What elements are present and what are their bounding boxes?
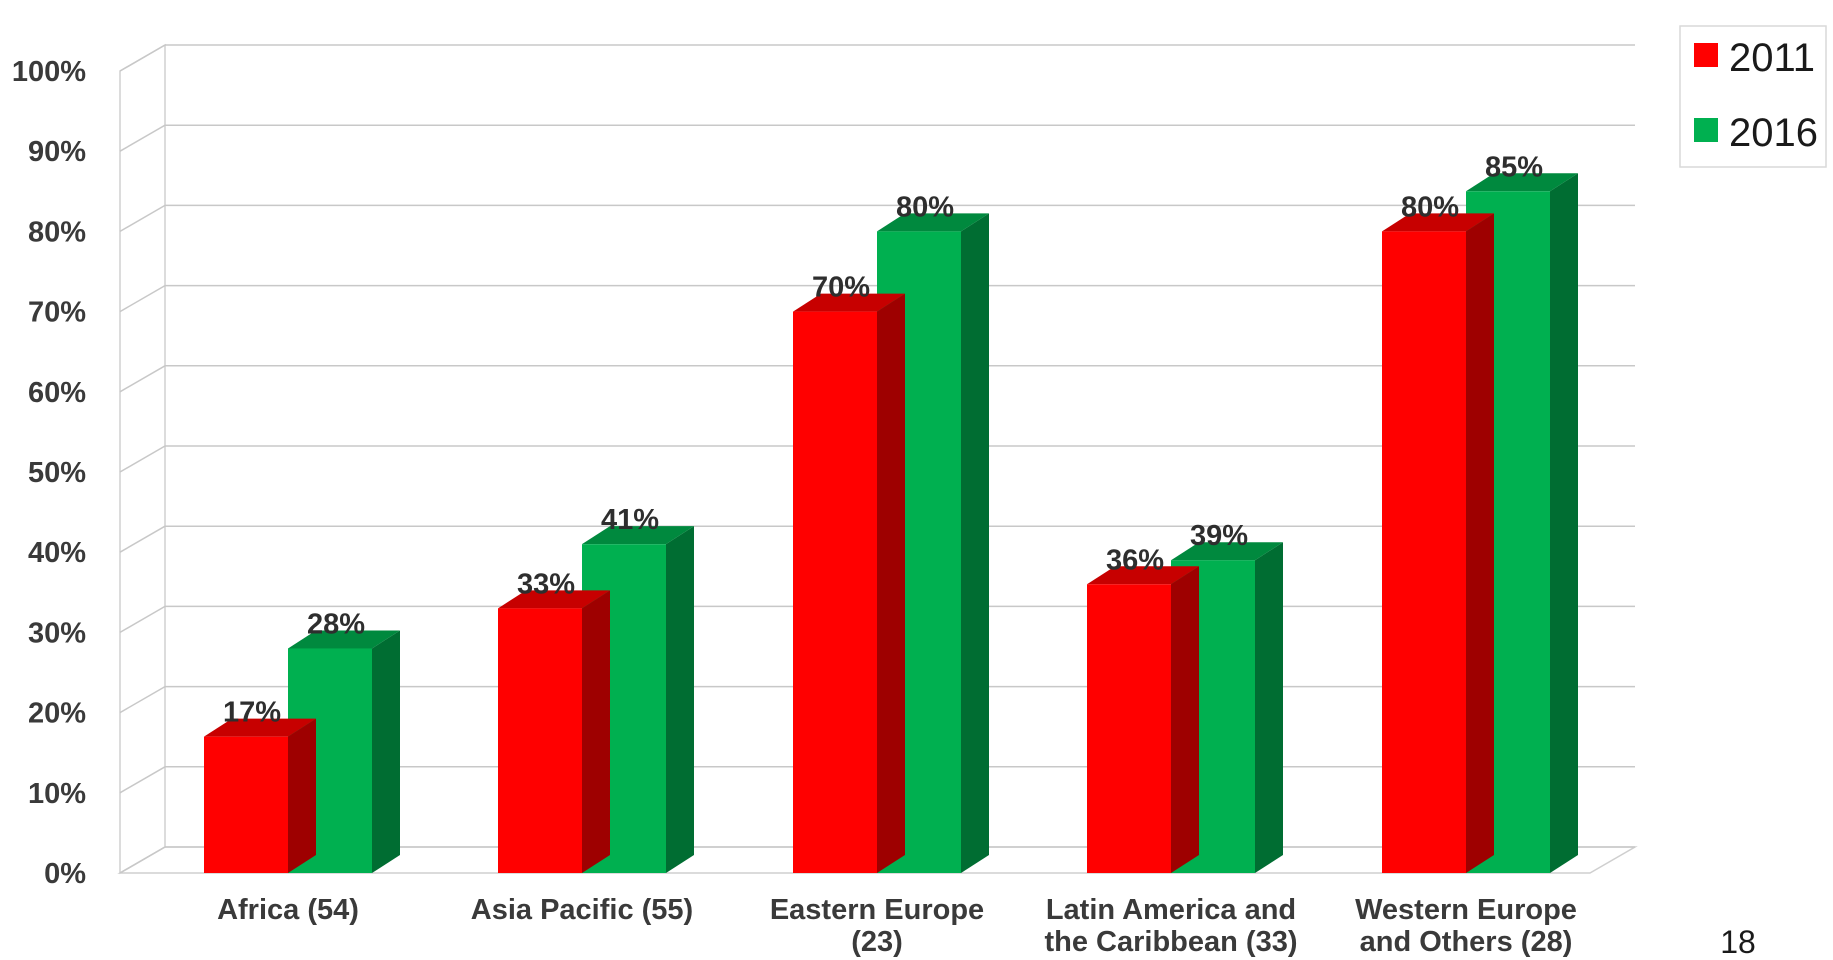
bar-top xyxy=(498,590,610,609)
bar-side xyxy=(877,293,905,874)
bar-top xyxy=(1171,542,1283,561)
x-category-label: Africa (54) xyxy=(217,894,359,926)
gridline-side xyxy=(119,685,166,714)
data-label: 85% xyxy=(1485,151,1543,183)
x-category-label-line: Latin America and xyxy=(1046,894,1296,926)
y-tick-label: 40% xyxy=(28,537,86,569)
gridline-side xyxy=(119,605,166,634)
x-category-label: Eastern Europe (23) xyxy=(770,894,984,958)
x-category-label-line: (23) xyxy=(851,926,903,958)
y-tick-label: 0% xyxy=(44,858,86,890)
data-label: 70% xyxy=(812,272,870,304)
bar-top xyxy=(288,630,400,649)
x-category-label-line: Asia Pacific (55) xyxy=(471,894,693,926)
y-tick-label: 70% xyxy=(28,297,86,329)
data-label: 36% xyxy=(1106,544,1164,576)
data-label: 17% xyxy=(223,697,281,729)
gridline-side xyxy=(119,284,166,313)
y-tick-label: 50% xyxy=(28,457,86,489)
legend-swatch xyxy=(1694,118,1718,142)
data-labels: 28% 17% 41% 33% 80% 70% 39% 36% 85% 80% xyxy=(223,151,1543,728)
bar xyxy=(793,293,905,874)
y-tick-label: 80% xyxy=(28,216,86,248)
bar-side xyxy=(1466,213,1494,873)
bar-front xyxy=(1382,231,1466,873)
bar-side xyxy=(1255,542,1283,873)
bar-top xyxy=(793,293,905,312)
gridline-side xyxy=(119,445,166,473)
gridline-side xyxy=(119,525,166,553)
bar-side xyxy=(582,590,610,873)
bar-side xyxy=(666,526,694,873)
bar-front xyxy=(793,311,877,874)
y-tick-label: 10% xyxy=(28,778,86,810)
gridline-side xyxy=(119,204,166,233)
bar-side xyxy=(372,630,400,873)
x-category-label: Asia Pacific (55) xyxy=(471,894,693,926)
gridline-side xyxy=(119,766,166,794)
bar-front xyxy=(204,736,288,873)
data-label: 80% xyxy=(1401,191,1459,223)
bar xyxy=(288,630,400,873)
bar-side xyxy=(1171,566,1199,873)
bar xyxy=(1382,213,1494,873)
legend-swatch xyxy=(1694,43,1718,67)
x-category-label-line: Africa (54) xyxy=(217,894,359,926)
bar-top xyxy=(1466,173,1578,192)
x-category-label: Western Europe and Others (28) xyxy=(1355,894,1577,958)
data-label: 39% xyxy=(1190,520,1248,552)
y-axis: 0% 10% 20% 30% 40% 50% 60% 70% 80% 90% 100% xyxy=(12,56,86,890)
bar-side xyxy=(961,213,989,873)
bar xyxy=(498,590,610,873)
bar-top xyxy=(1087,566,1199,585)
x-category-label-line: and Others (28) xyxy=(1360,926,1573,958)
legend: 2011 2016 xyxy=(1679,25,1827,168)
bar-front xyxy=(1087,584,1171,873)
legend-label: 2016 xyxy=(1729,111,1818,155)
page-number: 18 xyxy=(1720,924,1756,960)
data-label: 80% xyxy=(896,191,954,223)
gridline-side xyxy=(119,44,166,72)
data-label: 41% xyxy=(601,504,659,536)
gridline-side xyxy=(119,365,166,393)
x-axis: Africa (54) Asia Pacific (55) Eastern Euro… xyxy=(217,894,1577,958)
data-label: 28% xyxy=(307,608,365,640)
y-tick-label: 30% xyxy=(28,617,86,649)
x-category-label: Latin America and the Caribbean (33) xyxy=(1045,894,1298,958)
x-category-label-line: the Caribbean (33) xyxy=(1045,926,1298,958)
x-category-label-line: Eastern Europe xyxy=(770,894,984,926)
bar-side xyxy=(1550,173,1578,874)
bar-top xyxy=(1382,213,1494,232)
bar-top xyxy=(877,213,989,232)
bar-side xyxy=(288,718,316,873)
legend-label: 2011 xyxy=(1729,36,1815,80)
bars xyxy=(204,173,1578,874)
y-tick-label: 20% xyxy=(28,698,86,730)
x-category-label-line: Western Europe xyxy=(1355,894,1577,926)
y-tick-label: 90% xyxy=(28,136,86,168)
gridline-side xyxy=(119,846,166,874)
y-tick-label: 100% xyxy=(12,56,86,88)
gridline-side xyxy=(119,124,166,152)
y-tick-label: 60% xyxy=(28,377,86,409)
bar-top xyxy=(582,526,694,545)
bar xyxy=(1087,566,1199,873)
bar xyxy=(204,718,316,873)
bar-front xyxy=(498,608,582,873)
data-label: 33% xyxy=(517,568,575,600)
bar-top xyxy=(204,718,316,737)
